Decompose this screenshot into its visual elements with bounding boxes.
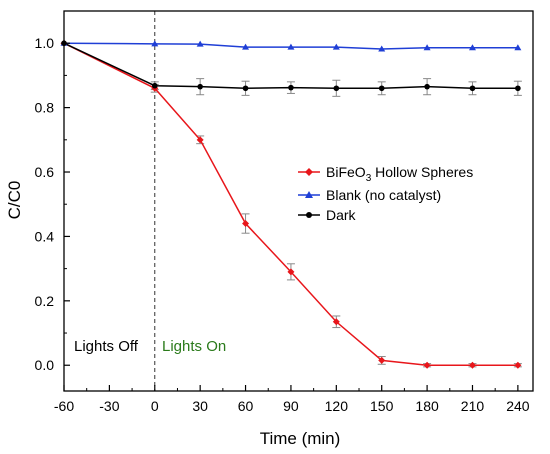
data-point-1 <box>378 45 386 52</box>
x-tick-label: 210 <box>461 398 485 414</box>
data-point-1 <box>151 40 159 47</box>
y-tick-label: 0.8 <box>35 100 55 116</box>
data-point-0 <box>242 220 250 228</box>
x-tick-label: 120 <box>325 398 349 414</box>
data-point-1 <box>468 44 476 51</box>
y-tick-label: 0.6 <box>35 164 55 180</box>
x-tick-label: 30 <box>192 398 208 414</box>
data-point-2 <box>197 83 203 90</box>
series-lines <box>63 42 518 366</box>
legend-marker-triangle <box>305 191 313 198</box>
data-point-0 <box>468 361 476 369</box>
legend-entry-bifeo3: BiFeO3 Hollow Spheres <box>298 164 473 184</box>
y-tick-label: 0.4 <box>35 228 55 244</box>
data-point-1 <box>287 43 295 50</box>
data-point-0 <box>287 268 295 276</box>
data-point-2 <box>469 85 476 92</box>
y-axis-title: C/C0 <box>5 181 24 220</box>
lights-off-label: Lights Off <box>74 338 139 355</box>
series-line-1 <box>63 42 518 50</box>
lights-on-label: Lights On <box>162 338 226 355</box>
data-point-2 <box>378 85 385 92</box>
data-point-1 <box>423 44 431 51</box>
y-tick-label: 0.2 <box>35 293 55 309</box>
data-point-2 <box>333 85 340 92</box>
data-point-0 <box>196 136 204 144</box>
legend-entry-dark: Dark <box>298 207 357 223</box>
data-point-2 <box>424 83 430 90</box>
data-point-1 <box>514 44 522 51</box>
data-point-2 <box>288 84 294 91</box>
data-point-1 <box>242 43 250 50</box>
data-point-2 <box>151 82 158 89</box>
data-point-0 <box>514 361 522 369</box>
x-tick-label: -60 <box>54 398 74 414</box>
data-point-2 <box>242 85 249 92</box>
y-tick-label: 1.0 <box>35 35 55 51</box>
data-point-0 <box>423 361 431 369</box>
x-tick-label: 90 <box>283 398 299 414</box>
tick-labels: -60 -30 0 30 60 90 120 150 180 210 240 0.0 0.2 0.4 0.6… <box>35 35 530 414</box>
legend-label-bifeo3: BiFeO3 Hollow Spheres <box>326 164 473 184</box>
data-point-0 <box>332 318 340 326</box>
legend-entry-blank: Blank (no catalyst) <box>298 187 441 203</box>
series-line-0 <box>63 42 518 366</box>
y-tick-label: 0.0 <box>35 357 55 373</box>
data-point-0 <box>378 356 386 364</box>
x-tick-label: 60 <box>238 398 254 414</box>
legend-marker-circle <box>306 212 312 218</box>
x-tick-label: 0 <box>151 398 159 414</box>
series-markers <box>60 39 522 369</box>
x-axis-title: Time (min) <box>260 429 341 448</box>
legend: BiFeO3 Hollow Spheres Blank (no catalyst… <box>298 164 473 223</box>
legend-label-dark: Dark <box>326 207 357 223</box>
axes <box>63 10 534 392</box>
data-point-2 <box>515 85 521 92</box>
data-point-1 <box>196 40 204 47</box>
x-tick-label: 180 <box>415 398 439 414</box>
x-tick-label: -30 <box>99 398 119 414</box>
x-tick-label: 240 <box>506 398 530 414</box>
legend-label-blank: Blank (no catalyst) <box>326 187 441 203</box>
legend-marker-diamond <box>305 168 313 176</box>
plot-frame <box>63 10 534 392</box>
x-tick-label: 150 <box>370 398 394 414</box>
series-line-2 <box>63 42 518 90</box>
data-point-1 <box>332 43 340 50</box>
